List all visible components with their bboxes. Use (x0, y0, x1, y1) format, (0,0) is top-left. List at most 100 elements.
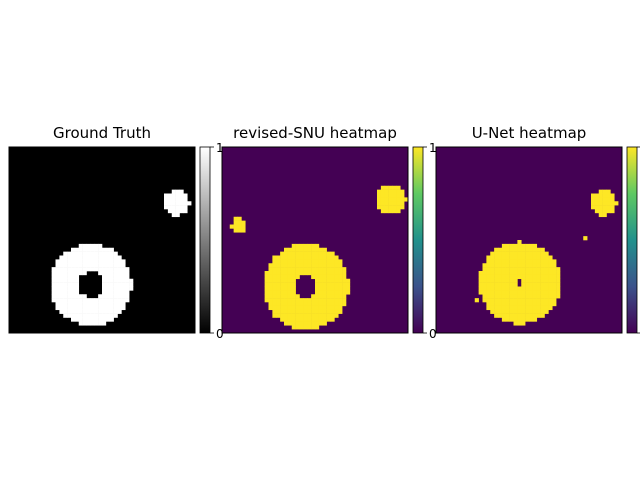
heatmap-cell (482, 271, 487, 276)
heatmap-cell (295, 243, 300, 249)
heatmap-cell (501, 267, 507, 272)
heatmap-cell (509, 298, 514, 303)
heatmap-cell (63, 309, 68, 314)
heatmap-cell (109, 267, 114, 272)
heatmap-cell (303, 298, 308, 303)
heatmap-cell (334, 286, 339, 291)
heatmap-cell (521, 317, 526, 322)
heatmap-cell (67, 294, 72, 299)
heatmap-cell (513, 267, 518, 272)
heatmap-cell (338, 263, 343, 268)
heatmap-cell (276, 294, 281, 299)
heatmap-cell (334, 302, 339, 307)
heatmap-cell (276, 309, 281, 314)
heatmap-cell (105, 317, 111, 322)
heatmap-cell (494, 290, 499, 295)
heatmap-cell (315, 282, 320, 287)
heatmap-cell (98, 321, 103, 326)
heatmap-cell (55, 259, 60, 264)
heatmap-cell (86, 247, 91, 252)
heatmap-cell (284, 271, 289, 276)
heatmap-cell (303, 247, 308, 252)
heatmap-cell (482, 290, 487, 295)
heatmap-cell (505, 286, 510, 291)
heatmap-cell (109, 317, 114, 322)
heatmap-cell (125, 274, 130, 280)
heatmap-cell (71, 313, 76, 318)
heatmap-cell (529, 305, 534, 311)
heatmap-cell (525, 309, 530, 314)
heatmap-cell (102, 313, 107, 318)
heatmap-cell (396, 193, 401, 198)
heatmap-cell (326, 255, 331, 260)
heatmap-cell (82, 243, 87, 249)
heatmap-panel-0: 01 (8, 141, 224, 341)
heatmap-cell (544, 302, 549, 307)
heatmap-cell (529, 255, 534, 260)
heatmap-cell (167, 197, 173, 202)
heatmap-cell (51, 290, 56, 295)
heatmap-cell (521, 274, 526, 280)
heatmap-cell (67, 274, 72, 280)
heatmap-cell (78, 271, 83, 276)
heatmap-cell (125, 267, 130, 272)
heatmap-cell (109, 305, 114, 311)
heatmap-cell (501, 282, 507, 287)
heatmap-cell (322, 247, 327, 252)
heatmap-cell (63, 286, 68, 291)
heatmap-cell (342, 290, 347, 295)
heatmap-cell (525, 259, 530, 264)
heatmap-cell (501, 294, 507, 299)
heatmap-cell (392, 197, 397, 202)
heatmap-cell (513, 243, 518, 249)
heatmap-cell (610, 197, 615, 202)
heatmap-cell (326, 267, 331, 272)
heatmap-cell (513, 271, 518, 276)
heatmap-cell (59, 302, 64, 307)
heatmap-cell (105, 271, 111, 276)
heatmap-cell (501, 305, 507, 311)
heatmap-cell (311, 271, 316, 276)
heatmap-cell (501, 309, 507, 314)
heatmap-cell (334, 259, 339, 264)
heatmap-cell (552, 267, 557, 272)
heatmap-cell (74, 298, 80, 303)
heatmap-cell (490, 263, 495, 268)
heatmap-cell (291, 251, 296, 256)
heatmap-cell (591, 201, 596, 206)
heatmap-cell (71, 255, 76, 260)
colorbar-tick-label: 0 (429, 327, 437, 341)
heatmap-cell (63, 263, 68, 268)
heatmap-cell (490, 274, 495, 280)
heatmap-cell (164, 201, 169, 206)
heatmap-cell (102, 302, 107, 307)
heatmap-cell (59, 278, 64, 283)
heatmap-cell (494, 286, 499, 291)
heatmap-cell (606, 209, 611, 214)
heatmap-cell (602, 209, 607, 214)
heatmap-cell (334, 294, 339, 299)
heatmap-cell (322, 317, 327, 322)
heatmap-cell (237, 216, 242, 221)
heatmap-cell (109, 313, 114, 318)
heatmap-cell (532, 278, 538, 283)
heatmap-cell (384, 209, 389, 214)
heatmap-cell (315, 305, 320, 311)
heatmap-cell (494, 282, 499, 287)
heatmap-cell (307, 247, 312, 252)
heatmap-cell (392, 185, 397, 190)
heatmap-cell (540, 286, 545, 291)
heatmap-cell (287, 286, 293, 291)
heatmap-cell (125, 290, 130, 295)
heatmap-cell (307, 263, 312, 268)
heatmap-cell (113, 267, 118, 272)
heatmap-cell (59, 259, 64, 264)
heatmap-cell (287, 302, 293, 307)
heatmap-cell (342, 286, 347, 291)
heatmap-cell (532, 298, 538, 303)
heatmap-cell (330, 267, 335, 272)
heatmap-cell (55, 302, 60, 307)
heatmap-cell (284, 247, 289, 252)
heatmap-cell (94, 259, 99, 264)
heatmap-cell (598, 197, 603, 202)
